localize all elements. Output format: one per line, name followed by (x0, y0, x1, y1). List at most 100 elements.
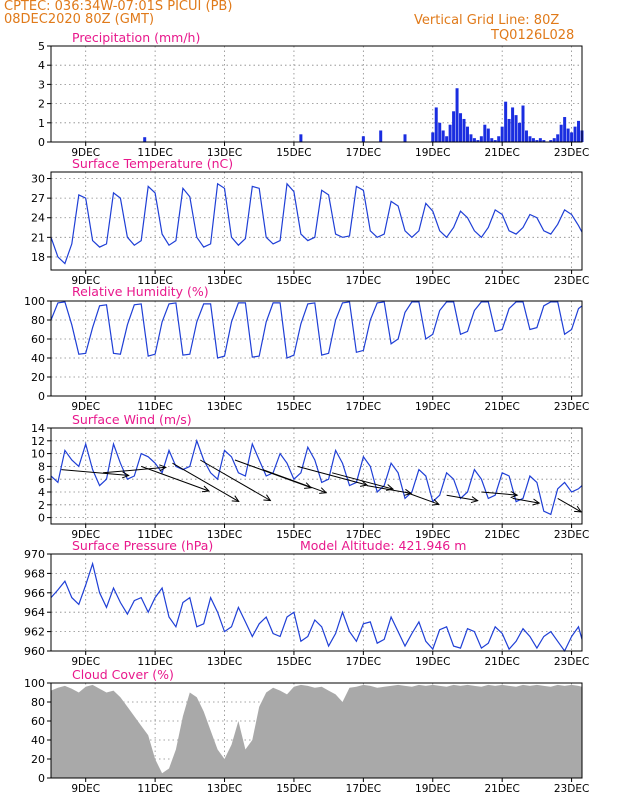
wind-vector-arrow (512, 497, 541, 506)
panel-title: Relative Humidity (%) (72, 284, 209, 299)
precip-bar (500, 126, 504, 142)
x-tick-label: 13DEC (207, 401, 242, 413)
x-tick-label: 15DEC (276, 275, 311, 287)
precip-bar (403, 134, 407, 142)
precip-bar (445, 136, 449, 142)
x-tick-label: 9DEC (71, 275, 100, 287)
precip-bar (570, 132, 574, 142)
x-tick-label: 21DEC (484, 147, 519, 159)
precip-bar (441, 130, 445, 142)
x-tick-label: 15DEC (276, 783, 311, 795)
wind-vector-arrow (446, 494, 479, 504)
wind-vector-arrow (61, 469, 130, 479)
x-tick-label: 9DEC (71, 401, 100, 413)
x-tick-label: 11DEC (137, 529, 172, 541)
wind-arrow-head (532, 498, 541, 506)
wind-arrow-shaft (366, 485, 412, 494)
precip-bar (472, 138, 476, 142)
panel-frame (50, 45, 583, 143)
precip-bar (493, 140, 497, 142)
y-tick-label: 40 (31, 352, 45, 365)
precip-bar (465, 126, 469, 142)
y-tick-label: 0 (38, 136, 45, 149)
precip-bar (556, 134, 560, 142)
wind-arrow-head (470, 496, 479, 504)
x-tick-label: 19DEC (415, 147, 450, 159)
wind-arrow-shaft (172, 462, 239, 502)
temp-series-line (50, 182, 583, 265)
wind-arrow-shaft (262, 469, 327, 494)
x-tick-label: 11DEC (137, 147, 172, 159)
precip-bar (431, 132, 435, 142)
y-tick-label: 1 (38, 117, 45, 130)
x-tick-label: 19DEC (415, 656, 450, 668)
precip-bar (438, 122, 442, 142)
precip-bar (507, 118, 511, 142)
wind-vector-arrow (199, 459, 272, 502)
precip-bar (143, 137, 147, 142)
precip-bar (531, 138, 535, 142)
wind-arrow-shaft (141, 465, 210, 492)
wind-vector-arrow (404, 491, 440, 506)
x-tick-label: 23DEC (554, 783, 589, 795)
precip-bar (514, 115, 518, 142)
wind-arrow-head (404, 488, 413, 496)
precip-bar (483, 124, 487, 142)
precip-bar (486, 128, 490, 142)
panel-frame (50, 427, 583, 525)
wind-vector-arrow (366, 485, 413, 496)
y-tick-label: 30 (31, 173, 45, 186)
wind-vector-arrow (481, 491, 519, 499)
x-tick-label: 21DEC (484, 275, 519, 287)
x-tick-label: 23DEC (554, 529, 589, 541)
y-tick-label: 966 (24, 587, 45, 600)
wind-vector-arrow (172, 462, 240, 503)
precip-bar (452, 111, 456, 142)
precip-bar (299, 134, 303, 142)
y-tick-label: 60 (31, 333, 45, 346)
panel-temp: Surface Temperature (nC) 18 21 24 27 30 9DEC 11… (31, 156, 589, 287)
y-tick-label: 0 (38, 390, 45, 403)
y-tick-label: 970 (24, 548, 45, 561)
x-tick-label: 21DEC (484, 783, 519, 795)
x-tick-label: 15DEC (276, 656, 311, 668)
precip-bar (361, 136, 365, 142)
x-tick-label: 23DEC (554, 401, 589, 413)
wind-arrow-shaft (512, 497, 540, 504)
y-tick-label: 100 (24, 295, 45, 308)
x-tick-label: 21DEC (484, 401, 519, 413)
panel-precip: Precipitation (mm/h) 0 1 2 3 4 5 9DEC 11DEC 13DEC… (38, 30, 589, 159)
x-tick-label: 11DEC (137, 275, 172, 287)
rh-series-line (50, 301, 583, 359)
y-tick-label: 21 (31, 231, 45, 244)
precip-bar (577, 120, 581, 142)
y-tick-label: 964 (24, 606, 45, 619)
y-tick-label: 18 (31, 251, 45, 264)
precip-bar (379, 130, 383, 142)
wind-arrow-head (121, 471, 130, 479)
precip-bar (566, 128, 570, 142)
precip-bar (462, 118, 466, 142)
precip-bar (459, 113, 463, 142)
y-tick-label: 2 (38, 98, 45, 111)
x-tick-label: 13DEC (207, 529, 242, 541)
precip-bar (434, 107, 438, 142)
panel-cloud: Cloud Cover (%) 0 20 40 60 80 100 9DEC 11DEC 13DE… (24, 667, 589, 795)
wind-arrow-shaft (199, 459, 271, 501)
wind-arrow-head (263, 494, 272, 502)
y-tick-label: 962 (24, 626, 45, 639)
y-tick-label: 40 (31, 734, 45, 747)
wind-arrow-head (431, 498, 440, 506)
wind-series-line (50, 438, 583, 516)
precip-bar (511, 107, 515, 142)
y-tick-label: 5 (38, 40, 45, 53)
y-tick-label: 8 (38, 460, 45, 473)
y-tick-label: 24 (31, 212, 45, 225)
x-tick-label: 19DEC (415, 529, 450, 541)
wind-vector-arrow (297, 465, 369, 487)
wind-arrow-shaft (481, 491, 518, 496)
wind-arrow-head (201, 485, 210, 493)
x-tick-label: 13DEC (207, 147, 242, 159)
x-tick-label: 9DEC (71, 147, 100, 159)
